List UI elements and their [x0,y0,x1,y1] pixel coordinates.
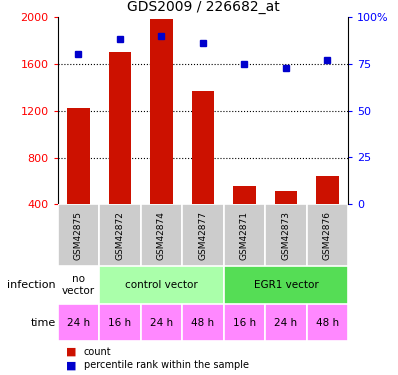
Text: 16 h: 16 h [233,318,256,327]
Text: time: time [30,318,56,327]
Text: 48 h: 48 h [316,318,339,327]
Bar [99,266,224,304]
Text: GSM42876: GSM42876 [323,211,332,260]
Text: count: count [84,347,111,357]
Text: infection: infection [7,280,56,290]
Bar [224,204,265,266]
Bar [150,19,173,204]
Text: ■: ■ [66,347,76,357]
Bar [233,186,256,204]
Text: 24 h: 24 h [67,318,90,327]
Bar [307,304,348,341]
Title: GDS2009 / 226682_at: GDS2009 / 226682_at [127,0,279,15]
Text: ■: ■ [66,360,76,370]
Bar [224,304,265,341]
Bar [224,266,348,304]
Bar [307,204,348,266]
Bar [191,91,215,204]
Text: control vector: control vector [125,280,198,290]
Text: GSM42871: GSM42871 [240,211,249,260]
Text: 48 h: 48 h [191,318,215,327]
Bar [265,204,307,266]
Text: GSM42875: GSM42875 [74,211,83,260]
Bar [265,304,307,341]
Bar [182,204,224,266]
Text: GSM42877: GSM42877 [199,211,207,260]
Text: GSM42873: GSM42873 [281,211,291,260]
Text: 24 h: 24 h [150,318,173,327]
Bar [58,266,99,304]
Text: GSM42874: GSM42874 [157,211,166,260]
Text: EGR1 vector: EGR1 vector [254,280,318,290]
Text: GSM42872: GSM42872 [115,211,125,260]
Bar [67,108,90,204]
Bar [275,192,297,204]
Text: 16 h: 16 h [108,318,131,327]
Bar [141,204,182,266]
Text: 24 h: 24 h [275,318,298,327]
Text: no
vector: no vector [62,274,95,296]
Bar [109,52,131,204]
Bar [182,304,224,341]
Bar [316,176,339,204]
Bar [58,204,99,266]
Text: percentile rank within the sample: percentile rank within the sample [84,360,249,370]
Bar [141,304,182,341]
Bar [58,304,99,341]
Bar [99,304,141,341]
Bar [99,204,141,266]
